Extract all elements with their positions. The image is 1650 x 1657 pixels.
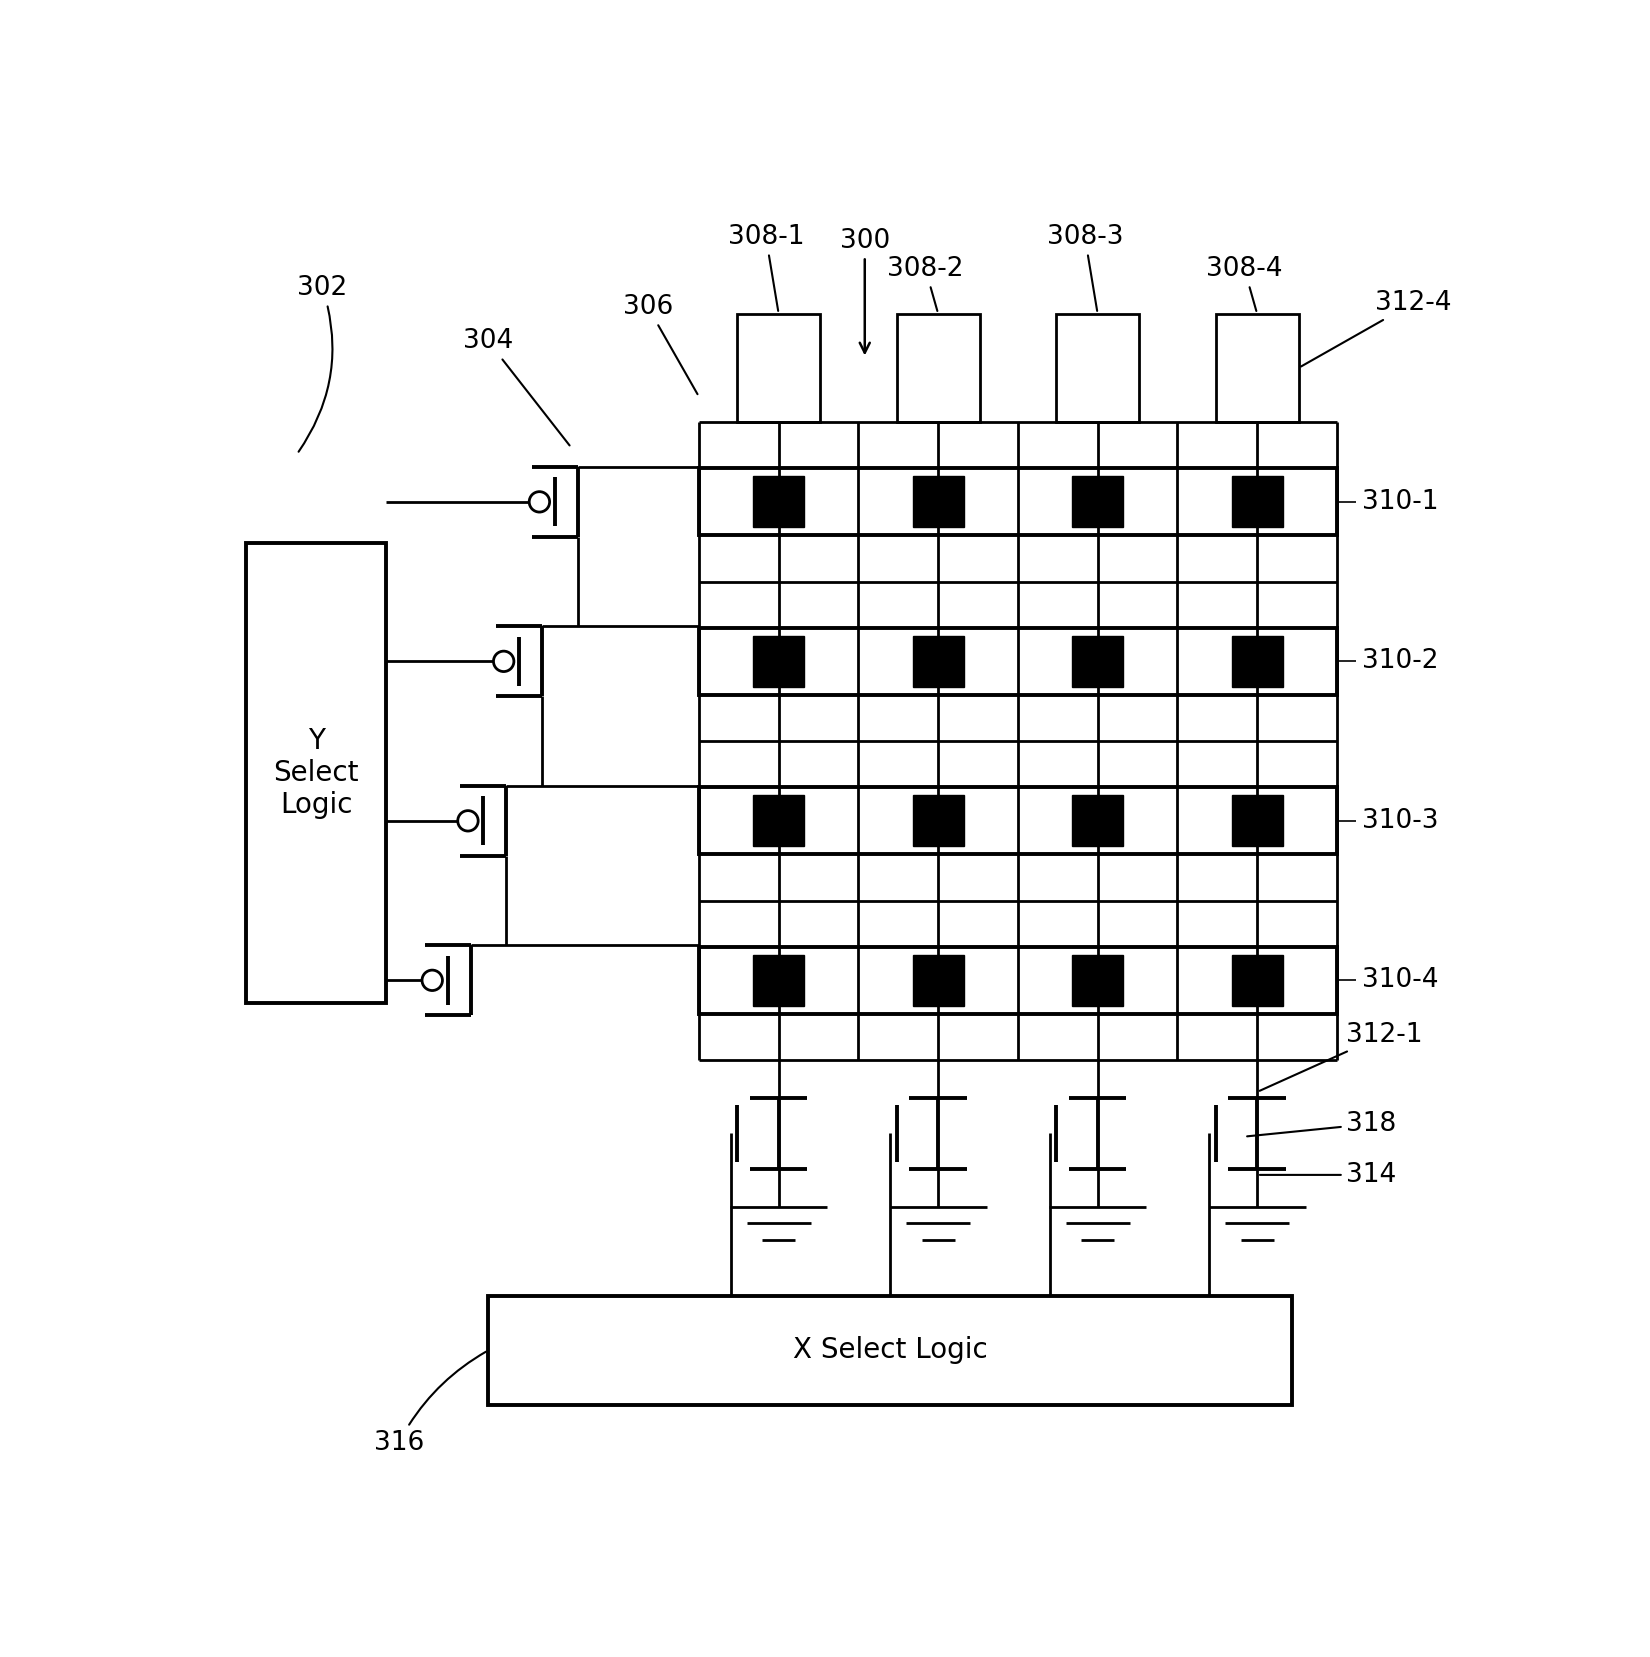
Bar — [1072, 636, 1124, 688]
Text: Y
Select
Logic: Y Select Logic — [274, 726, 360, 820]
Text: 310-3: 310-3 — [1363, 809, 1439, 833]
Text: 300: 300 — [840, 227, 889, 353]
Text: X Select Logic: X Select Logic — [794, 1336, 988, 1364]
Bar — [700, 946, 1336, 1014]
Text: 310-1: 310-1 — [1363, 489, 1439, 515]
Bar — [488, 1296, 1292, 1405]
Bar — [700, 628, 1336, 694]
Text: 306: 306 — [622, 293, 698, 394]
Bar — [1072, 954, 1124, 1006]
Bar — [1056, 313, 1138, 423]
Text: 308-2: 308-2 — [888, 255, 964, 312]
Bar — [1231, 636, 1282, 688]
Bar — [752, 795, 804, 847]
Bar — [912, 795, 964, 847]
Text: 310-4: 310-4 — [1363, 968, 1439, 993]
Bar — [1072, 476, 1124, 527]
Bar — [1231, 795, 1282, 847]
Bar — [752, 636, 804, 688]
Bar — [912, 636, 964, 688]
Bar — [752, 954, 804, 1006]
Text: 304: 304 — [464, 328, 569, 446]
Text: 310-2: 310-2 — [1363, 648, 1439, 674]
Bar — [1231, 476, 1282, 527]
Bar — [1072, 795, 1124, 847]
Text: 312-4: 312-4 — [1300, 290, 1452, 366]
Bar — [1231, 954, 1282, 1006]
Text: 314: 314 — [1261, 1162, 1396, 1188]
Bar — [738, 313, 820, 423]
Bar — [912, 476, 964, 527]
Bar — [246, 543, 386, 1002]
Bar — [912, 954, 964, 1006]
Text: 312-1: 312-1 — [1259, 1022, 1422, 1090]
Text: 316: 316 — [373, 1352, 487, 1457]
Text: 302: 302 — [297, 275, 348, 452]
Text: 308-4: 308-4 — [1206, 255, 1282, 312]
Text: 308-1: 308-1 — [728, 224, 804, 312]
Text: 318: 318 — [1247, 1110, 1396, 1137]
Bar — [700, 787, 1336, 855]
Bar — [752, 476, 804, 527]
Bar — [1216, 313, 1299, 423]
Bar — [700, 469, 1336, 535]
Bar — [896, 313, 980, 423]
Text: 308-3: 308-3 — [1046, 224, 1124, 312]
